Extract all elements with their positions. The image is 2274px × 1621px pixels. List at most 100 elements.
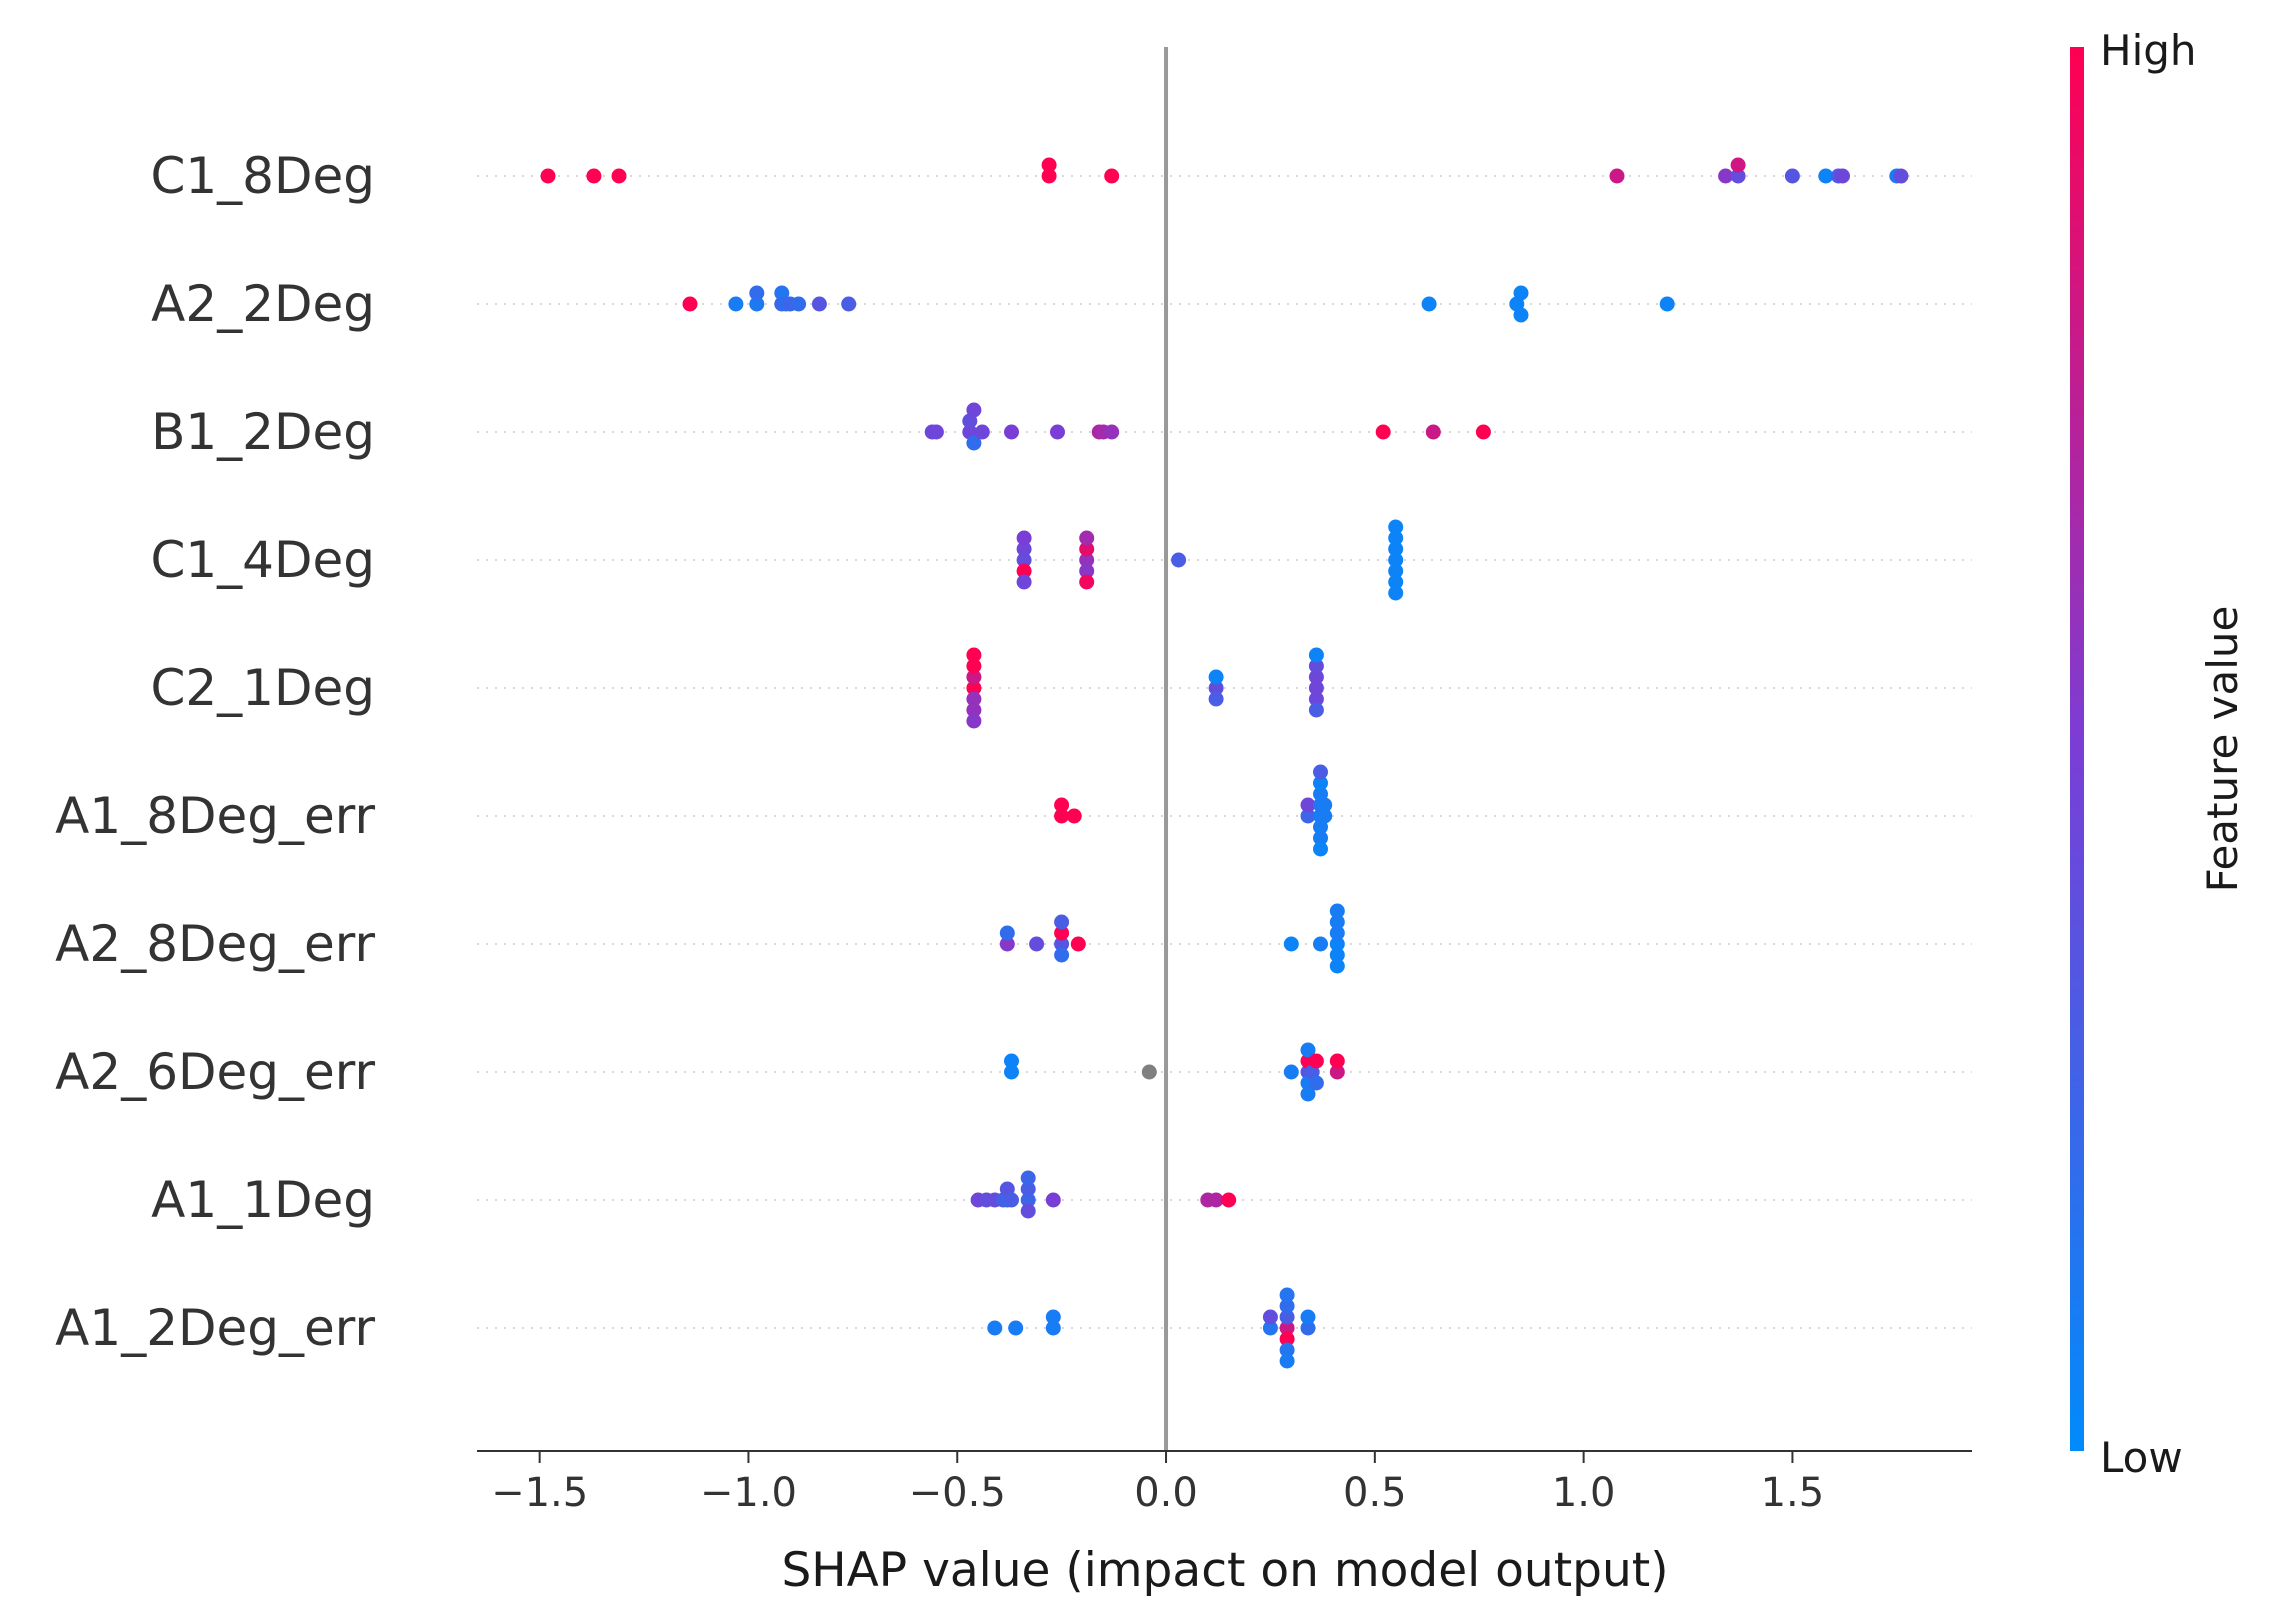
shap-point — [987, 1320, 1003, 1336]
shap-point — [1388, 519, 1404, 535]
shap-point — [1317, 808, 1333, 824]
shap-point — [966, 691, 982, 707]
shap-point — [1308, 702, 1324, 718]
shap-point — [586, 168, 602, 184]
x-tick-label: 1.5 — [1761, 1470, 1825, 1516]
shap-point — [1329, 914, 1345, 930]
shap-point — [1054, 925, 1070, 941]
shap-point — [1425, 424, 1441, 440]
shap-point — [1279, 1320, 1295, 1336]
shap-point — [1104, 424, 1120, 440]
shap-point — [1283, 1064, 1299, 1080]
shap-point — [1221, 1192, 1237, 1208]
shap-point — [1016, 552, 1032, 568]
shap-point — [1835, 168, 1850, 184]
shap-point — [682, 296, 698, 312]
shap-point — [1300, 1309, 1316, 1325]
shap-point — [1004, 1064, 1019, 1080]
shap-point — [1079, 530, 1095, 546]
shap-point — [966, 669, 982, 685]
shap-point — [1329, 958, 1345, 974]
shap-point — [1313, 775, 1328, 791]
feature-label: A2_8Deg_err — [55, 915, 375, 973]
shap-point — [1279, 1287, 1295, 1303]
shap-point — [1208, 691, 1224, 707]
shap-point — [1279, 1342, 1295, 1358]
feature-label: C2_1Deg — [150, 659, 375, 717]
feature-label: B1_2Deg — [151, 403, 375, 461]
shap-point — [1004, 1053, 1019, 1069]
shap-point — [966, 680, 982, 696]
shap-point — [1300, 808, 1316, 824]
shap-point — [1308, 647, 1324, 663]
shap-point — [1141, 1064, 1157, 1080]
shap-point — [1308, 691, 1324, 707]
shap-point — [1730, 157, 1746, 173]
shap-point — [1718, 168, 1734, 184]
shap-point — [966, 647, 982, 663]
shap-point — [1016, 541, 1032, 557]
shap-point — [1020, 1170, 1036, 1186]
shap-point — [1104, 168, 1120, 184]
shap-point — [1050, 424, 1065, 440]
shap-point — [1208, 1192, 1224, 1208]
feature-label: A1_1Deg — [151, 1171, 375, 1229]
shap-point — [1016, 530, 1032, 546]
shap-point — [1609, 168, 1625, 184]
shap-point — [1004, 1192, 1019, 1208]
shap-point — [1054, 947, 1070, 963]
shap-point — [1329, 947, 1345, 963]
colorbar-title: Feature value — [2198, 606, 2247, 893]
colorbar-low-label: Low — [2100, 1433, 2183, 1482]
shap-point — [1388, 530, 1404, 546]
shap-point — [966, 435, 982, 451]
shap-point — [1313, 764, 1328, 780]
shap-point — [1262, 1309, 1278, 1325]
feature-label: C1_4Deg — [150, 531, 375, 589]
shap-point — [1329, 903, 1345, 919]
x-tick-label: 0.5 — [1343, 1470, 1407, 1516]
shap-point — [928, 424, 944, 440]
shap-point — [1171, 552, 1187, 568]
shap-point — [999, 936, 1015, 952]
shap-point — [1208, 680, 1224, 696]
shap-point — [1066, 808, 1082, 824]
shap-point — [1317, 797, 1333, 813]
shap-point — [1004, 424, 1019, 440]
shap-point — [1070, 936, 1086, 952]
shap-point — [1375, 424, 1391, 440]
shap-point — [1045, 1309, 1061, 1325]
x-axis: −1.5 −1.0 −0.5 0.0 0.5 1.0 1.5 — [477, 1450, 1972, 1516]
shap-point — [1020, 1192, 1036, 1208]
shap-point — [1313, 936, 1328, 952]
shap-point — [1388, 563, 1404, 579]
shap-point — [1388, 541, 1404, 557]
shap-point — [1016, 563, 1032, 579]
colorbar-gradient — [2070, 47, 2084, 1451]
shap-point — [728, 296, 744, 312]
shap-point — [1054, 914, 1070, 930]
colorbar: High Low Feature value — [2070, 26, 2247, 1482]
x-tick-label: −1.5 — [491, 1470, 588, 1516]
shap-point — [1388, 585, 1404, 601]
shap-point — [1784, 168, 1800, 184]
feature-label: A2_2Deg — [151, 275, 375, 333]
colorbar-high-label: High — [2100, 26, 2197, 75]
shap-point — [1020, 1203, 1036, 1219]
shap-point — [1020, 1181, 1036, 1197]
shap-point — [1079, 563, 1095, 579]
shap-point — [1308, 1053, 1324, 1069]
shap-point — [1659, 296, 1675, 312]
feature-label: A1_2Deg_err — [55, 1299, 375, 1357]
x-tick-label: 1.0 — [1552, 1470, 1616, 1516]
shap-point — [1329, 1064, 1345, 1080]
shap-point — [1054, 797, 1070, 813]
shap-point — [1421, 296, 1437, 312]
points-group — [540, 157, 1909, 1369]
shap-point — [1045, 1192, 1061, 1208]
x-tick-label: 0.0 — [1134, 1470, 1198, 1516]
shap-point — [1329, 936, 1345, 952]
shap-point — [1388, 552, 1404, 568]
shap-point — [749, 296, 765, 312]
shap-point — [1262, 1320, 1278, 1336]
